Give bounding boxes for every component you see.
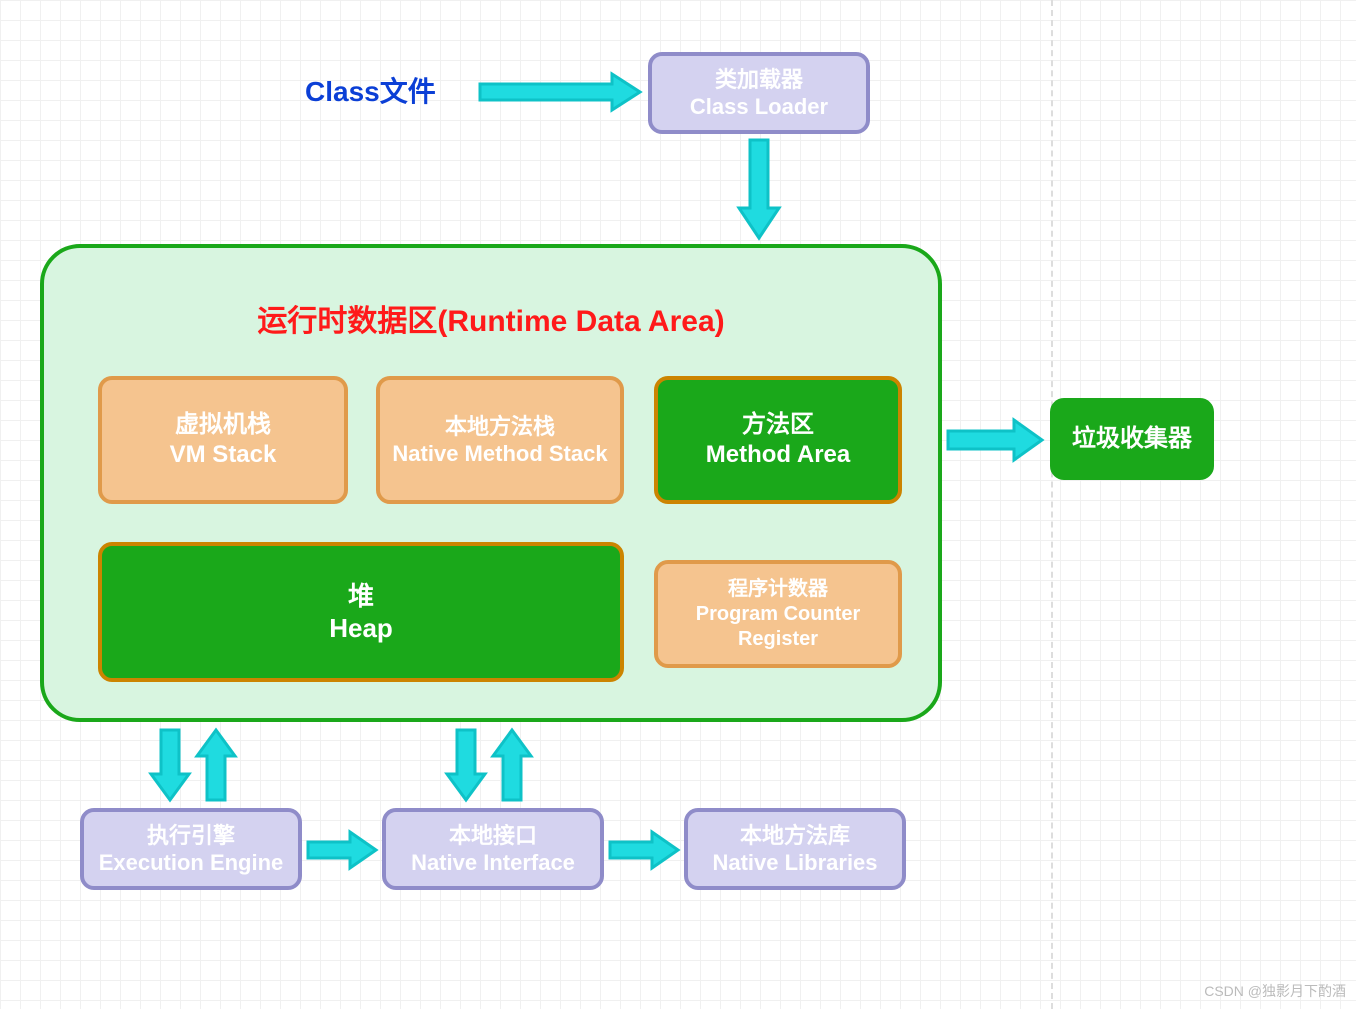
class-loader-subtitle: Class Loader bbox=[690, 93, 828, 121]
method-area-box: 方法区 Method Area bbox=[654, 376, 902, 504]
vm-stack-box: 虚拟机栈 VM Stack bbox=[98, 376, 348, 504]
garbage-collector-box: 垃圾收集器 bbox=[1050, 398, 1214, 480]
watermark: CSDN @独影月下酌酒 bbox=[1204, 981, 1346, 1001]
vm-stack-title: 虚拟机栈 bbox=[175, 410, 271, 440]
heap-title: 堆 bbox=[348, 580, 374, 613]
native-libraries-box: 本地方法库 Native Libraries bbox=[684, 808, 906, 890]
native-interface-subtitle: Native Interface bbox=[411, 849, 575, 877]
pc-register-subtitle: Program Counter Register bbox=[658, 602, 898, 652]
native-interface-title: 本地接口 bbox=[449, 822, 537, 850]
class-file-label: Class文件 bbox=[305, 70, 436, 110]
native-method-stack-subtitle: Native Method Stack bbox=[392, 440, 607, 468]
heap-subtitle: Heap bbox=[329, 612, 393, 645]
execution-engine-box: 执行引擎 Execution Engine bbox=[80, 808, 302, 890]
pc-register-box: 程序计数器 Program Counter Register bbox=[654, 560, 902, 668]
class-loader-title: 类加载器 bbox=[715, 66, 803, 94]
class-loader-box: 类加载器 Class Loader bbox=[648, 52, 870, 134]
heap-box: 堆 Heap bbox=[98, 542, 624, 682]
pc-register-title: 程序计数器 bbox=[728, 577, 828, 602]
native-interface-box: 本地接口 Native Interface bbox=[382, 808, 604, 890]
native-libraries-subtitle: Native Libraries bbox=[712, 849, 877, 877]
execution-engine-subtitle: Execution Engine bbox=[99, 849, 284, 877]
native-method-stack-title: 本地方法栈 bbox=[445, 413, 555, 441]
vm-stack-subtitle: VM Stack bbox=[170, 440, 277, 470]
runtime-data-area-title: 运行时数据区(Runtime Data Area) bbox=[44, 296, 938, 340]
native-libraries-title: 本地方法库 bbox=[740, 822, 850, 850]
method-area-subtitle: Method Area bbox=[706, 440, 850, 470]
garbage-collector-title: 垃圾收集器 bbox=[1072, 424, 1192, 454]
execution-engine-title: 执行引擎 bbox=[147, 822, 235, 850]
section-divider bbox=[1051, 0, 1053, 1009]
native-method-stack-box: 本地方法栈 Native Method Stack bbox=[376, 376, 624, 504]
method-area-title: 方法区 bbox=[742, 410, 814, 440]
